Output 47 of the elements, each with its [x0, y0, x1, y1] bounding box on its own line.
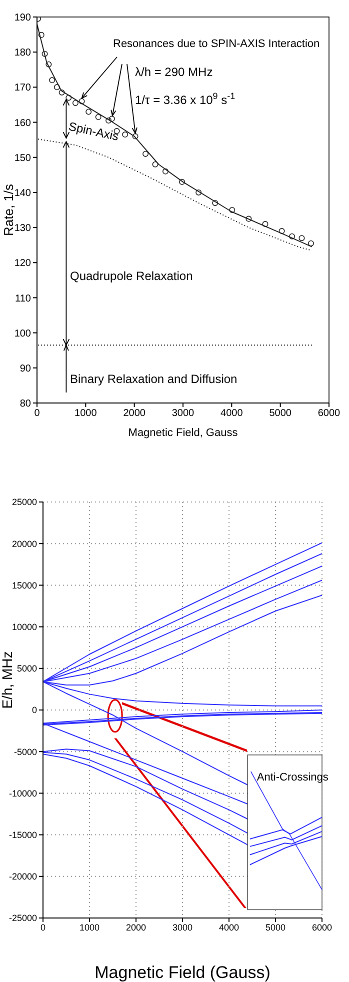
annotation: λ/h = 290 MHz — [135, 65, 213, 79]
annotation: Quadrupole Relaxation — [70, 269, 193, 283]
y-tick-label: 90 — [20, 363, 32, 374]
y-tick-label: 130 — [14, 223, 32, 234]
y-tick-label: -25000 — [8, 913, 37, 924]
y-tick-label: 25000 — [12, 497, 37, 508]
x-tick-label: 3000 — [172, 922, 193, 932]
y-tick-label: 170 — [14, 82, 32, 94]
x-tick-label: 2000 — [123, 408, 146, 420]
y-tick-label: -5000 — [14, 746, 37, 757]
y-axis-title: E/h, MHz — [0, 651, 15, 709]
x-axis-title: Magnetic Field (Gauss) — [94, 963, 270, 982]
x-tick-label: 1000 — [79, 922, 100, 932]
y-tick-label: 150 — [14, 152, 32, 164]
x-tick-label: 5000 — [265, 922, 286, 932]
y-tick-label: 160 — [14, 118, 32, 129]
y-tick-label: -15000 — [8, 830, 37, 840]
y-tick-label: 10000 — [12, 622, 37, 632]
x-axis-title: Magnetic Field, Gauss — [128, 427, 238, 439]
x-tick-label: 6000 — [318, 408, 341, 420]
x-tick-label: 4000 — [218, 922, 240, 932]
y-tick-label: 20000 — [12, 538, 37, 549]
y-axis-title: Rate, 1/s — [1, 183, 16, 236]
annotation: Spin-Axis — [67, 119, 120, 144]
y-tick-label: 180 — [14, 48, 32, 59]
y-tick-label: 5000 — [16, 664, 37, 674]
x-tick-label: 5000 — [269, 408, 292, 420]
y-tick-label: 140 — [14, 188, 32, 200]
y-tick-label: 80 — [20, 398, 32, 410]
x-tick-label: 0 — [40, 922, 46, 932]
y-tick-label: 100 — [14, 328, 32, 340]
y-tick-label: 190 — [14, 12, 32, 24]
x-tick-label: 1000 — [74, 408, 98, 420]
y-tick-label: 120 — [14, 258, 32, 270]
x-tick-label: 2000 — [126, 922, 146, 932]
annotation: Anti-Crossings — [256, 772, 329, 784]
y-tick-label: -10000 — [8, 788, 37, 798]
annotation: 1/τ = 3.36 x 10$^{9}$ s$^{-1}$ — [135, 91, 236, 107]
annotation: Binary Relaxation and Diffusion — [70, 372, 238, 386]
x-tick-label: 4000 — [220, 408, 244, 420]
y-tick-label: 0 — [32, 705, 37, 716]
y-tick-label: 15000 — [12, 580, 37, 590]
x-tick-label: 6000 — [312, 922, 332, 932]
y-tick-label: 110 — [15, 293, 32, 304]
x-tick-label: 3000 — [172, 408, 195, 420]
annotation: Resonances due to SPIN-AXIS Interaction — [113, 38, 320, 50]
y-tick-label: -20000 — [8, 872, 37, 882]
